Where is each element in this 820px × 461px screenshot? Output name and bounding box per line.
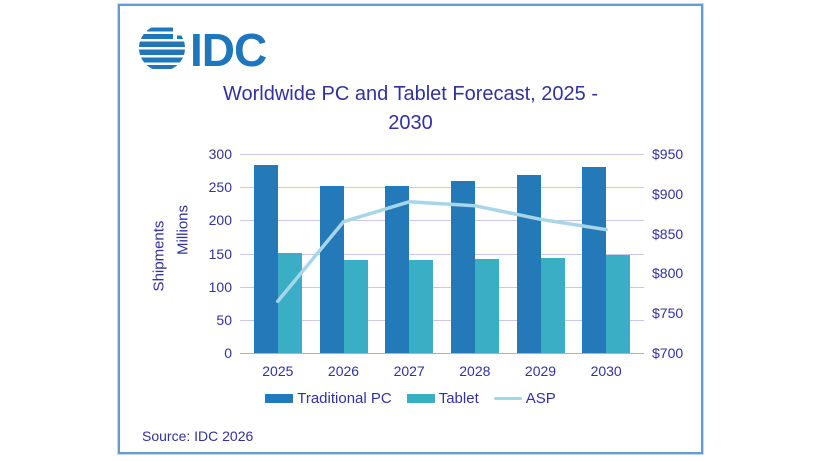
gridline (240, 220, 644, 222)
gridline (240, 154, 644, 155)
legend-label: Tablet (438, 390, 479, 407)
idc-logo: IDC (139, 24, 267, 73)
left-axis-title-shipments: Shipments (150, 220, 168, 292)
x-axis-label: 2028 (459, 363, 491, 379)
chart-title-line2: 2030 (388, 112, 433, 134)
x-axis-label: 2025 (262, 363, 294, 379)
right-axis-tick-label: $750 (652, 305, 684, 322)
bar-traditional-pc (319, 185, 344, 353)
chart-card: IDC Worldwide PC and Tablet Forecast, 20… (118, 4, 703, 454)
left-axis-tick-label: 50 (216, 311, 232, 328)
legend-swatch-icon (406, 394, 435, 403)
left-axis-tick-label: 250 (208, 179, 232, 196)
asp-line (276, 200, 608, 304)
right-axis-tick-label: $950 (652, 146, 684, 162)
right-axis-tick-label: $900 (652, 185, 684, 202)
left-axis-tick-label: 150 (208, 245, 232, 262)
chart-area: Shipments Millions Traditional PC Tablet A… (120, 6, 701, 452)
x-axis-label: 2029 (524, 363, 557, 379)
x-axis-label: 2027 (393, 363, 425, 379)
source-note: Source: IDC 2026 (142, 428, 254, 444)
legend-line-icon (493, 397, 522, 400)
bar-tablet (540, 258, 565, 353)
asp-line-layer (276, 200, 608, 304)
chart-title-line1: Worldwide PC and Tablet Forecast, 2025 - (222, 83, 598, 105)
bar-traditional-pc (516, 175, 541, 353)
legend-item-asp: ASP (493, 390, 556, 407)
legend: Traditional PC Tablet ASP (120, 390, 701, 407)
left-axis-tick-label: 200 (208, 212, 232, 229)
gridline (240, 253, 644, 255)
legend-item-tablet: Tablet (406, 390, 479, 407)
x-axis-label: 2026 (327, 363, 360, 379)
bar-traditional-pc (253, 164, 278, 353)
right-axis-tick-label: $850 (652, 225, 684, 242)
chart-title: Worldwide PC and Tablet Forecast, 2025 -… (120, 80, 701, 138)
legend-label: ASP (525, 390, 556, 407)
left-axis-tick-label: 100 (208, 278, 232, 295)
legend-item-traditional-pc: Traditional PC (265, 390, 392, 407)
legend-swatch-icon (265, 394, 294, 403)
idc-logo-text: IDC (190, 24, 266, 73)
bar-tablet (474, 259, 499, 353)
gridline (240, 353, 644, 354)
left-axis-tick-label: 0 (224, 345, 232, 361)
bar-tablet (343, 260, 368, 353)
bar-traditional-pc (450, 180, 475, 353)
legend-label: Traditional PC (297, 390, 392, 407)
idc-globe-icon (139, 27, 185, 69)
plot-area (240, 154, 644, 354)
bar-tablet (277, 252, 302, 353)
bar-tablet (409, 260, 434, 353)
right-axis-tick-label: $700 (652, 345, 684, 361)
bar-traditional-pc (385, 185, 410, 353)
left-axis-tick-label: 300 (208, 146, 232, 162)
gridline (240, 319, 644, 321)
x-axis-label: 2030 (590, 363, 622, 379)
gridline (240, 286, 644, 288)
gridline (240, 187, 644, 189)
right-axis-tick-label: $800 (652, 265, 684, 282)
bar-traditional-pc (582, 167, 607, 353)
bar-tablet (606, 254, 631, 353)
